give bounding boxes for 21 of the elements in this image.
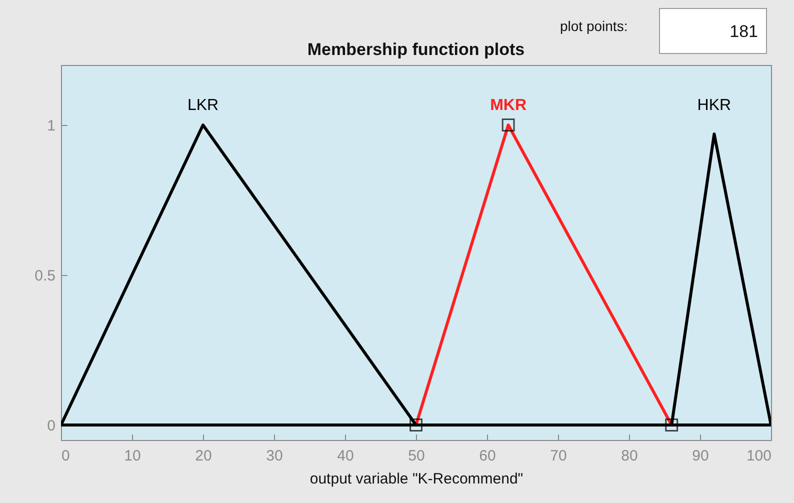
series-label: HKR: [697, 97, 732, 114]
series-label: LKR: [187, 97, 219, 114]
x-tick-label: 70: [550, 448, 567, 464]
x-tick-label: 20: [195, 448, 212, 464]
text: plot points:: [560, 18, 628, 34]
x-tick-label: 30: [266, 448, 283, 464]
series-label: MKR: [490, 97, 527, 114]
y-tick-label: 0.5: [34, 268, 56, 284]
x-axis-title: output variable "K-Recommend": [310, 470, 524, 488]
x-tick-label: 100: [746, 448, 772, 464]
chart-title: Membership function plots: [307, 40, 525, 59]
x-tick-label: 90: [692, 448, 709, 464]
x-tick-label: 60: [479, 448, 496, 464]
x-tick-label: 10: [124, 448, 141, 464]
y-tick-label: 0: [47, 418, 56, 434]
y-tick-label: 1: [47, 118, 56, 134]
x-tick-label: 0: [62, 448, 70, 464]
text-field: 181: [659, 8, 767, 54]
x-tick-label: 80: [621, 448, 638, 464]
x-tick-label: 40: [337, 448, 354, 464]
x-tick-label: 50: [408, 448, 425, 464]
